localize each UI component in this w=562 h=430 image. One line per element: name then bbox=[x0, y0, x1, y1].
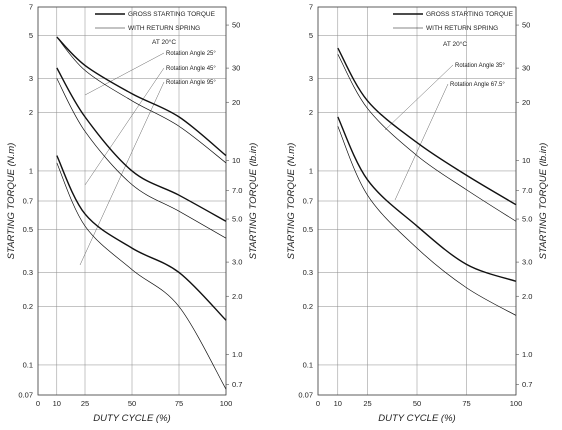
y-right-tick-label: 10 bbox=[232, 156, 240, 165]
y-right-tick-label: 0.7 bbox=[232, 380, 242, 389]
x-tick-label: 75 bbox=[175, 399, 183, 408]
annotation-leader bbox=[384, 64, 454, 131]
y-tick-label: 0.2 bbox=[23, 302, 33, 311]
chart-2: 0.07 0.1 0.2 0.3 0.5 0.7 1 2 3 5 7 0.7 1.0 2.0 3.0 5.0 7… bbox=[286, 3, 549, 425]
series-line-4 bbox=[337, 126, 517, 316]
annotation-leader bbox=[79, 81, 165, 266]
y-tick-label: 7 bbox=[309, 3, 313, 12]
annotation-leader bbox=[84, 67, 165, 186]
x-tick-label: 100 bbox=[510, 399, 523, 408]
x-tick-label: 25 bbox=[363, 399, 371, 408]
x-tick-label: 10 bbox=[334, 399, 342, 408]
series-line-6 bbox=[56, 162, 227, 390]
annotation-label: Rotation Angle 95° bbox=[166, 80, 216, 86]
y-axis-label-left: STARTING TORQUE (N.m) bbox=[6, 143, 17, 260]
y-tick-label: 0.3 bbox=[303, 268, 313, 277]
y-tick-label: 0.2 bbox=[303, 302, 313, 311]
y-right-tick-label: 5.0 bbox=[232, 215, 242, 224]
y-right-tick-label: 20 bbox=[522, 98, 530, 107]
annotation-label: Rotation Angle 67.5° bbox=[450, 82, 505, 88]
y-axis-label-left: STARTING TORQUE (N.m) bbox=[286, 143, 297, 260]
y-right-tick-label: 20 bbox=[232, 98, 240, 107]
y-tick-label: 7 bbox=[29, 3, 33, 12]
y-tick-label: 0.7 bbox=[303, 197, 313, 206]
y-tick-label: 3 bbox=[29, 74, 33, 83]
y-right-tick-label: 50 bbox=[522, 21, 530, 30]
annotation-label: Rotation Angle 45° bbox=[166, 66, 216, 72]
y-tick-label: 0.5 bbox=[303, 225, 313, 234]
x-tick-label: 25 bbox=[81, 399, 89, 408]
series-line-2 bbox=[337, 53, 517, 222]
y-right-tick-label: 1.0 bbox=[232, 350, 242, 359]
series-line-5 bbox=[56, 155, 227, 321]
y-tick-label: 0.1 bbox=[303, 360, 313, 369]
x-tick-label: 0 bbox=[36, 399, 40, 408]
x-tick-label: 0 bbox=[316, 399, 320, 408]
x-tick-label: 50 bbox=[128, 399, 136, 408]
x-axis-label: DUTY CYCLE (%) bbox=[93, 413, 170, 424]
series-line-4 bbox=[56, 78, 227, 239]
annotation-label: Rotation Angle 25° bbox=[166, 51, 216, 57]
y-tick-label: 0.07 bbox=[298, 391, 313, 400]
y-right-tick-label: 3.0 bbox=[232, 258, 242, 267]
legend-label: WITH RETURN SPRING bbox=[426, 25, 498, 32]
legend-label: GROSS STARTING TORQUE bbox=[426, 11, 514, 18]
series-line-1 bbox=[56, 36, 227, 157]
y-tick-label: 0.7 bbox=[23, 197, 33, 206]
y-tick-label: 2 bbox=[309, 108, 313, 117]
y-right-tick-label: 50 bbox=[232, 21, 240, 30]
y-axis-label-right: STARTING TORQUE (lb.in) bbox=[248, 143, 259, 260]
legend-label: WITH RETURN SPRING bbox=[128, 25, 200, 32]
annotation-leader bbox=[394, 83, 449, 201]
x-axis-label: DUTY CYCLE (%) bbox=[378, 413, 455, 424]
y-tick-label: 3 bbox=[309, 74, 313, 83]
y-tick-label: 0.5 bbox=[23, 225, 33, 234]
annotation-leader bbox=[84, 52, 165, 96]
x-tick-label: 100 bbox=[220, 399, 233, 408]
series-line-2 bbox=[56, 36, 227, 164]
plot-frame bbox=[37, 6, 227, 396]
y-right-tick-label: 30 bbox=[522, 64, 530, 73]
y-tick-label: 0.1 bbox=[23, 360, 33, 369]
y-axis-label-right: STARTING TORQUE (lb.in) bbox=[538, 143, 549, 260]
x-tick-label: 10 bbox=[53, 399, 61, 408]
condition-label: AT 20°C bbox=[443, 40, 467, 48]
y-right-tick-label: 7.0 bbox=[232, 186, 242, 195]
condition-label: AT 20°C bbox=[152, 38, 176, 46]
annotation-label: Rotation Angle 35° bbox=[455, 63, 505, 69]
y-right-tick-label: 3.0 bbox=[522, 258, 532, 267]
y-right-tick-label: 2.0 bbox=[522, 292, 532, 301]
legend-label: GROSS STARTING TORQUE bbox=[128, 11, 216, 18]
y-tick-label: 0.07 bbox=[18, 391, 33, 400]
y-right-tick-label: 5.0 bbox=[522, 215, 532, 224]
y-tick-label: 5 bbox=[29, 31, 33, 40]
series-line-3 bbox=[337, 116, 517, 282]
y-tick-label: 0.3 bbox=[23, 268, 33, 277]
plot-frame bbox=[317, 6, 517, 396]
y-right-tick-label: 7.0 bbox=[522, 186, 532, 195]
y-right-tick-label: 0.7 bbox=[522, 380, 532, 389]
y-right-tick-label: 1.0 bbox=[522, 350, 532, 359]
x-tick-label: 50 bbox=[413, 399, 421, 408]
chart-1: 0.07 0.1 0.2 0.3 0.5 0.7 1 2 3 5 7 0.7 1.0 2.0 3.0 5.0 7… bbox=[6, 3, 259, 425]
y-right-tick-label: 30 bbox=[232, 64, 240, 73]
y-tick-label: 5 bbox=[309, 31, 313, 40]
series-line-1 bbox=[337, 47, 517, 206]
y-right-tick-label: 2.0 bbox=[232, 292, 242, 301]
y-tick-label: 1 bbox=[29, 166, 33, 175]
series-line-3 bbox=[56, 67, 227, 222]
y-right-tick-label: 10 bbox=[522, 156, 530, 165]
y-tick-label: 2 bbox=[29, 108, 33, 117]
x-tick-label: 75 bbox=[462, 399, 470, 408]
y-tick-label: 1 bbox=[309, 166, 313, 175]
